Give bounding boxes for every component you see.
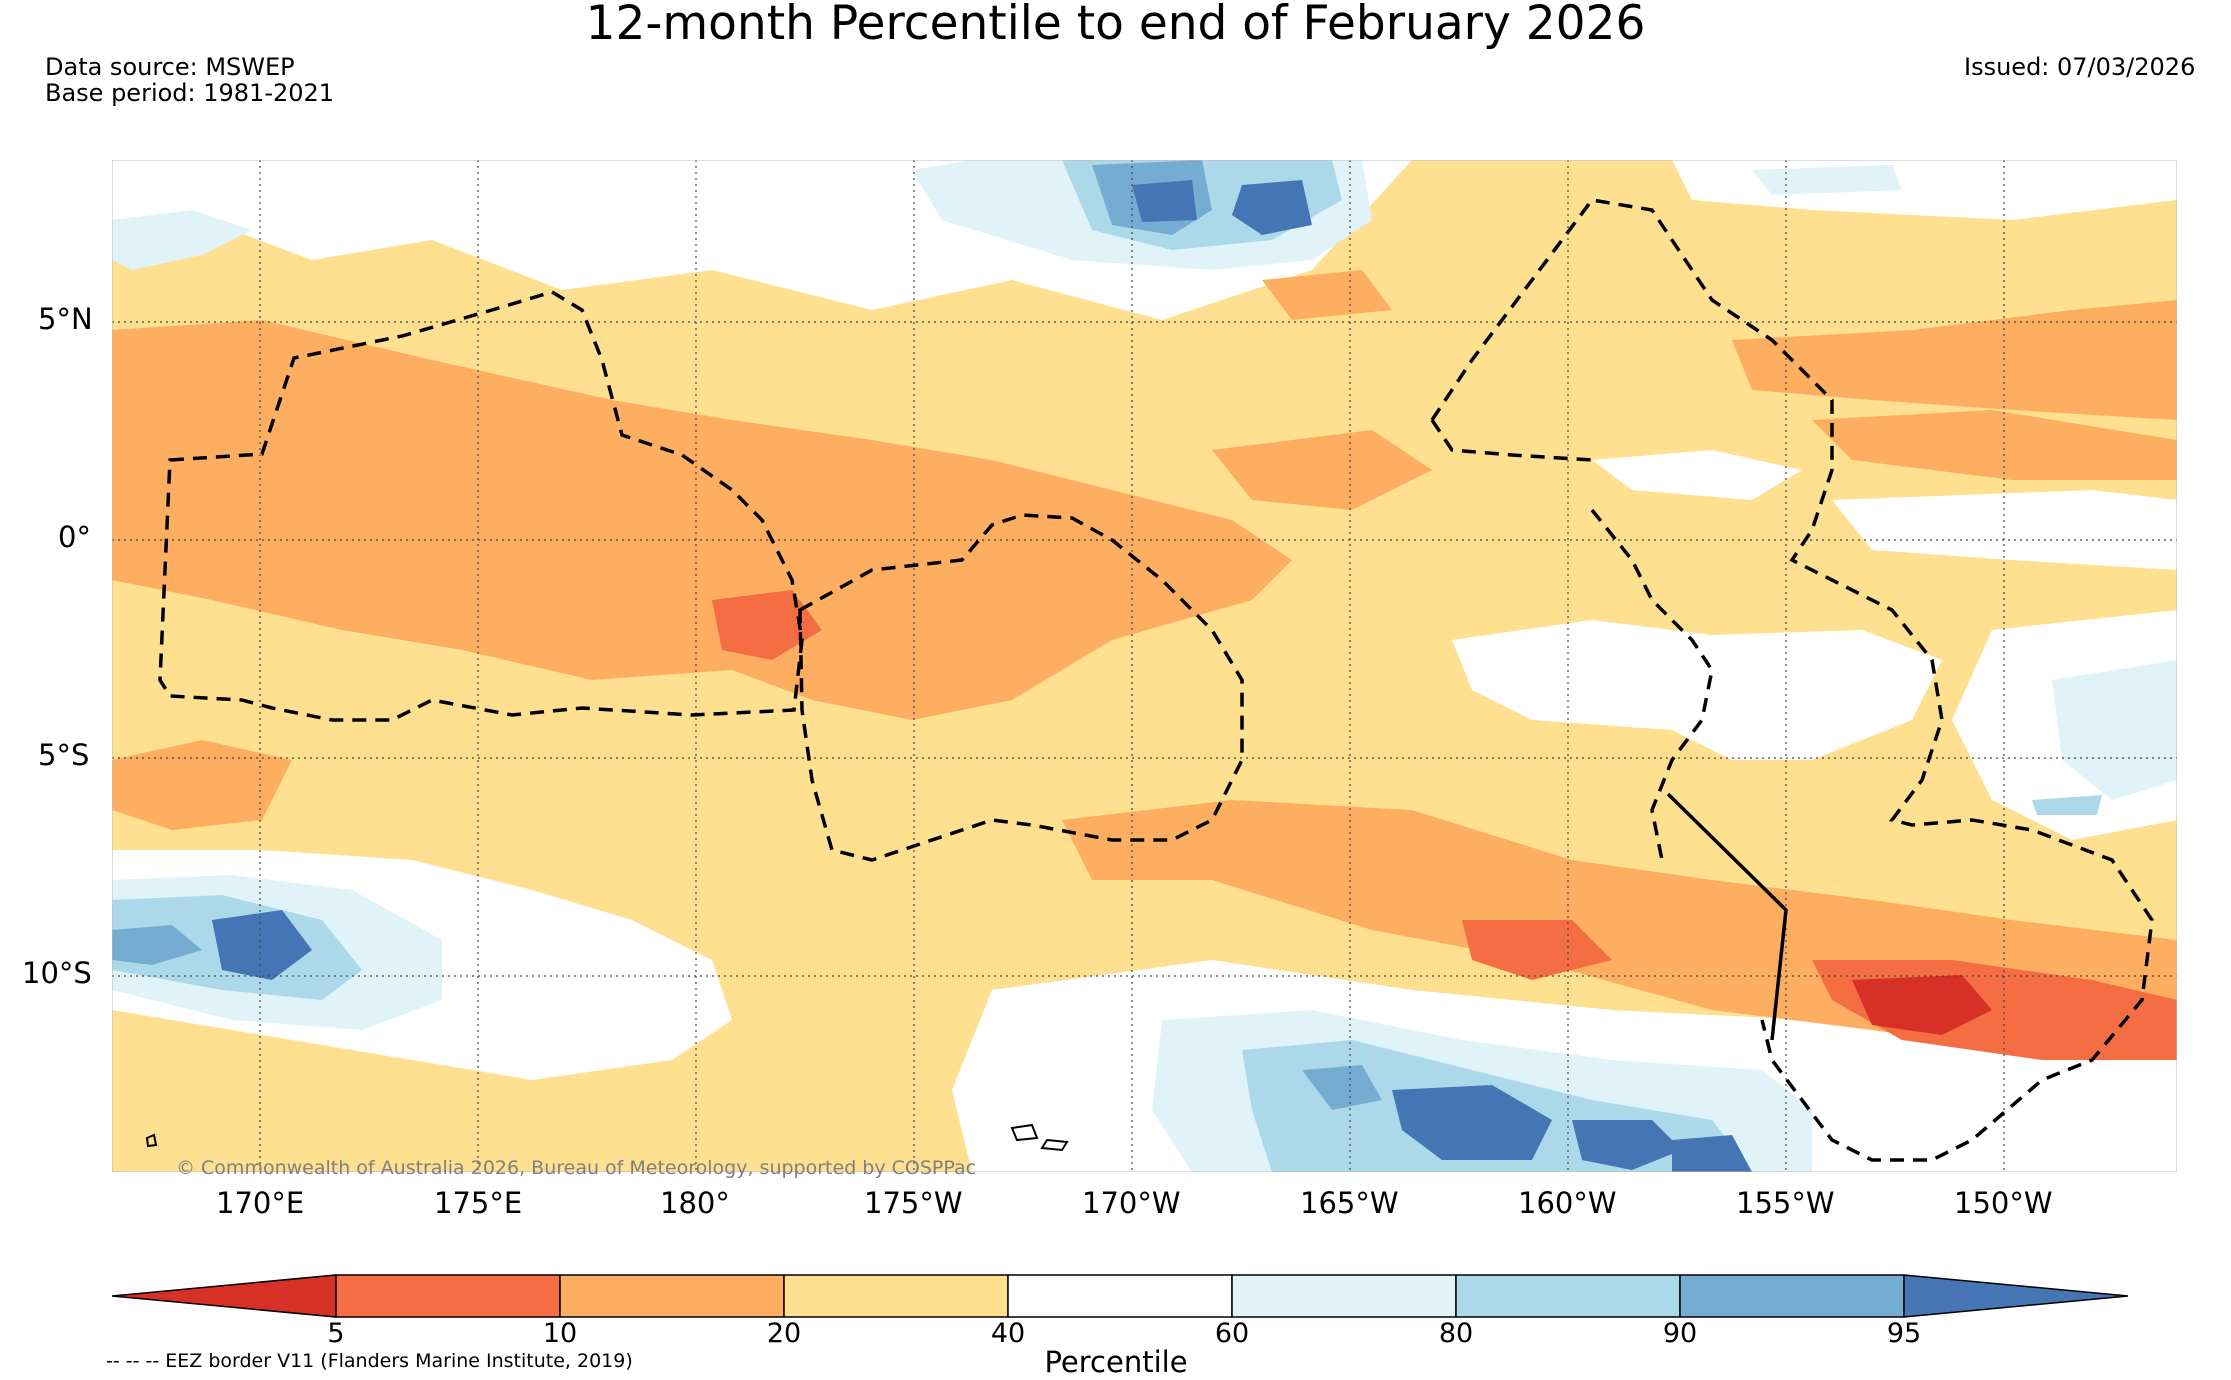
colorbar-extend-low bbox=[112, 1274, 337, 1318]
colorbar-segment-20-40 bbox=[783, 1274, 1009, 1318]
wet-region-north bbox=[112, 160, 2177, 320]
colorbar-segment-90-95 bbox=[1679, 1274, 1905, 1318]
copyright-notice: © Commonwealth of Australia 2026, Bureau… bbox=[176, 1157, 977, 1179]
lat-label-5n: 5°N bbox=[38, 302, 93, 336]
colorbar-segment-10-20 bbox=[559, 1274, 785, 1318]
lat-label-0: 0° bbox=[58, 520, 91, 554]
map-title: 12-month Percentile to end of February 2… bbox=[585, 0, 1646, 51]
wet-region-central-east bbox=[1452, 450, 2177, 840]
dry-region-east bbox=[1062, 300, 2177, 1060]
colorbar-segment-80-90 bbox=[1455, 1274, 1681, 1318]
colorbar-tick: 40 bbox=[990, 1318, 1026, 1349]
lon-label-165w: 165°W bbox=[1300, 1186, 1399, 1220]
issued-date-label: Issued: 07/03/2026 bbox=[1964, 53, 2196, 81]
lat-label-5s: 5°S bbox=[38, 738, 90, 772]
colorbar-segment-60-80 bbox=[1231, 1274, 1457, 1318]
graticule bbox=[112, 160, 2177, 1172]
lat-label-10s: 10°S bbox=[22, 956, 92, 990]
colorbar-tick: 5 bbox=[327, 1318, 345, 1349]
colorbar-label: Percentile bbox=[1044, 1345, 1188, 1379]
base-period-label: Base period: 1981-2021 bbox=[45, 79, 335, 107]
colorbar-segment-5-10 bbox=[335, 1274, 561, 1318]
colorbar-tick: 90 bbox=[1662, 1318, 1698, 1349]
lon-label-180: 180° bbox=[660, 1186, 730, 1220]
colorbar-tick: 60 bbox=[1214, 1318, 1250, 1349]
lon-label-170w: 170°W bbox=[1082, 1186, 1181, 1220]
lon-label-150w: 150°W bbox=[1954, 1186, 2053, 1220]
lon-label-175w: 175°W bbox=[864, 1186, 963, 1220]
maritime-boundary-line bbox=[1666, 792, 1788, 1041]
colorbar-extend-high bbox=[1903, 1274, 2129, 1318]
percentile-map bbox=[112, 160, 2177, 1172]
wet-region-south bbox=[112, 850, 2177, 1172]
data-source-label: Data source: MSWEP bbox=[45, 53, 295, 81]
colorbar-tick: 80 bbox=[1438, 1318, 1474, 1349]
lon-label-155w: 155°W bbox=[1736, 1186, 1835, 1220]
colorbar-tick: 10 bbox=[542, 1318, 578, 1349]
island-outlines bbox=[145, 1123, 1069, 1152]
lon-label-160w: 160°W bbox=[1518, 1186, 1617, 1220]
eez-borders bbox=[158, 198, 2154, 1162]
colorbar-segment-40-60 bbox=[1007, 1274, 1233, 1318]
colorbar bbox=[112, 1274, 2129, 1318]
colorbar-tick: 95 bbox=[1886, 1318, 1922, 1349]
colorbar-tick: 20 bbox=[766, 1318, 802, 1349]
eez-legend-note: -- -- -- EEZ border V11 (Flanders Marine… bbox=[106, 1350, 633, 1372]
lon-label-170e: 170°E bbox=[216, 1186, 305, 1220]
lon-label-175e: 175°E bbox=[434, 1186, 523, 1220]
dry-region-west bbox=[112, 270, 1432, 830]
